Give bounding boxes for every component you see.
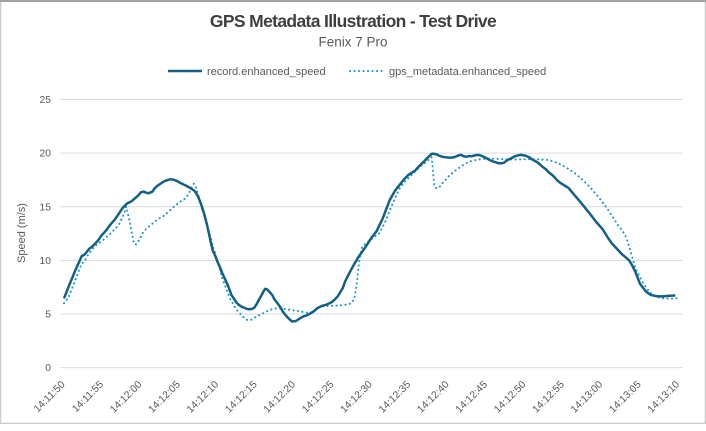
svg-text:20: 20 [40,149,52,160]
svg-text:Fenix 7 Pro: Fenix 7 Pro [318,35,387,50]
svg-text:15: 15 [40,202,52,213]
svg-text:Speed (m/s): Speed (m/s) [16,203,28,263]
svg-text:5: 5 [45,310,51,321]
svg-text:10: 10 [40,256,52,267]
svg-text:gps_metadata.enhanced_speed: gps_metadata.enhanced_speed [389,66,546,78]
svg-text:25: 25 [40,95,52,106]
svg-text:GPS Metadata Illustration - Te: GPS Metadata Illustration - Test Drive [210,11,497,31]
svg-text:0: 0 [45,363,51,374]
svg-text:record.enhanced_speed: record.enhanced_speed [207,66,326,78]
